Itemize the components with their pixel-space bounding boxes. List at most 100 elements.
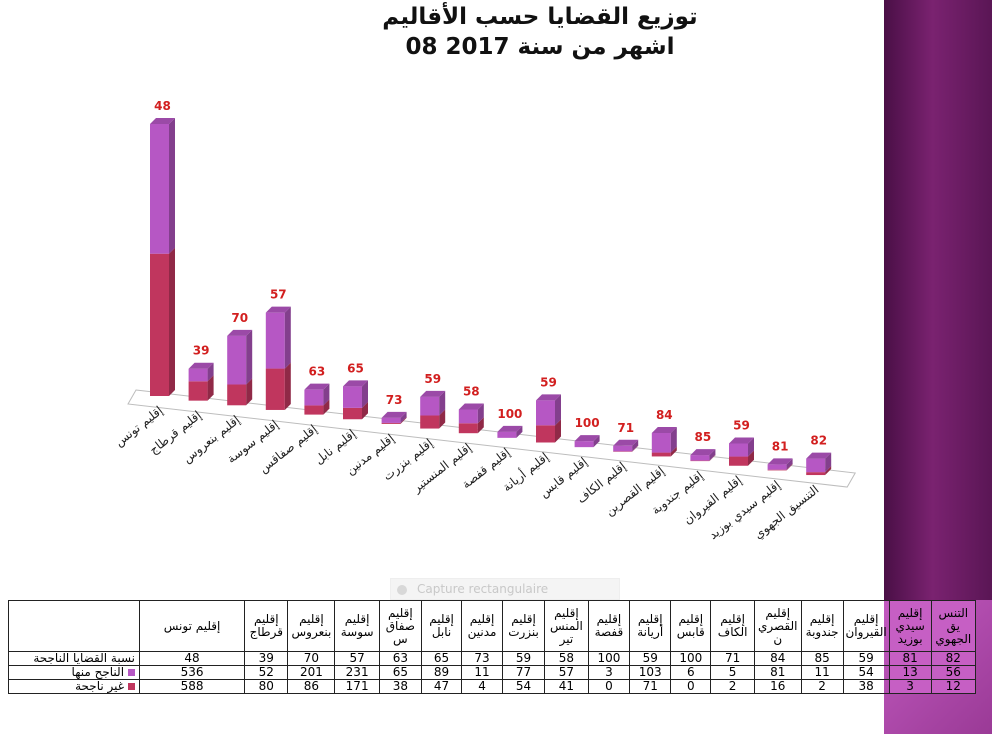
chart-title: توزيع القضايا حسب الأقاليم xyxy=(382,4,698,30)
bar-success-side-5 xyxy=(362,380,368,408)
table-cell-2-5: 47 xyxy=(420,679,463,694)
bar-fail-side-7 xyxy=(439,409,446,429)
bar-success-side-3 xyxy=(284,306,291,369)
bar-success-side-12 xyxy=(632,439,639,452)
table-cell-2-15: 38 xyxy=(842,679,890,694)
bar-top-4 xyxy=(304,383,330,390)
bar-success-11 xyxy=(574,441,594,448)
bar-fail-side-1 xyxy=(207,375,214,401)
bar-success-16 xyxy=(767,464,787,470)
table-cell-2-16: 3 xyxy=(888,679,932,694)
table-cell-2-17: 12 xyxy=(930,679,977,694)
table-cell-1-3: 231 xyxy=(334,665,380,680)
bar-success-4 xyxy=(304,389,324,406)
table-cell-2-11: 0 xyxy=(670,679,712,694)
bar-top-0 xyxy=(150,117,175,124)
bar-fail-5 xyxy=(343,407,362,420)
table-cell-2-4: 38 xyxy=(378,679,422,694)
table-cell-2-1: 80 xyxy=(244,679,289,694)
bar-fail-13 xyxy=(651,452,671,457)
bar-top-1 xyxy=(188,362,214,369)
bar-fail-side-6 xyxy=(400,416,407,424)
bar-success-side-9 xyxy=(516,425,523,438)
table-header-4: إقليم صفاق س xyxy=(378,600,422,652)
table-cell-1-10: 103 xyxy=(629,665,672,680)
table-cell-0-8: 58 xyxy=(544,651,589,666)
table-header-9: إقليم قفصة xyxy=(587,600,631,652)
table-row: الناجح منها 536 52 201 231 65 89 11 77 57 3 103 6 5 81… xyxy=(7,665,977,680)
table-cell-0-16: 81 xyxy=(888,651,932,666)
bar-fail-17 xyxy=(806,472,826,476)
table-cell-1-13: 81 xyxy=(753,665,802,680)
bar-success-8 xyxy=(458,409,478,424)
bar-success-side-2 xyxy=(246,329,253,385)
table-cell-2-0: 588 xyxy=(139,679,246,694)
bar-success-side-1 xyxy=(207,362,214,382)
table-cell-0-15: 59 xyxy=(842,651,890,666)
bar-fail-15 xyxy=(729,456,748,466)
data-label-3: 57 xyxy=(270,288,287,302)
table-cell-0-6: 73 xyxy=(461,651,503,666)
bar-fail-0 xyxy=(150,253,169,396)
bar-top-17 xyxy=(806,452,832,459)
data-label-7: 59 xyxy=(424,372,441,386)
table-cell-2-12: 2 xyxy=(710,679,755,694)
table-header-8: إقليم المنس تير xyxy=(544,600,589,652)
table-cell-0-0: 48 xyxy=(139,651,246,666)
table-row-label-0: نسبة القضايا الناجحة xyxy=(7,651,141,666)
table-header-5: إقليم نابل xyxy=(420,600,463,652)
bar-top-10 xyxy=(536,394,561,401)
table-cell-0-2: 70 xyxy=(287,651,336,666)
bar-success-side-4 xyxy=(323,383,330,406)
table-cell-1-11: 6 xyxy=(670,665,712,680)
table-row-label-1: الناجح منها xyxy=(7,665,141,680)
capture-overlay[interactable]: Capture rectangulaire xyxy=(390,578,620,600)
table-cell-1-15: 54 xyxy=(842,665,890,680)
bar-top-12 xyxy=(613,439,639,446)
table-corner xyxy=(7,600,141,652)
bar-fail-side-0 xyxy=(169,247,175,396)
bar-fail-7 xyxy=(420,415,440,429)
bar-top-7 xyxy=(420,390,446,397)
table-row: نسبة القضايا الناجحة 48 39 70 57 63 65 73 59 58 10… xyxy=(7,651,977,666)
legend-swatch xyxy=(128,669,136,676)
table-cell-0-17: 82 xyxy=(930,651,977,666)
bar-success-7 xyxy=(420,396,440,416)
bar-fail-side-3 xyxy=(284,362,291,410)
chart-subtitle: 08 اشهر من سنة 2017 xyxy=(405,34,675,60)
data-table: إقليم تونس إقليم قرطاج إقليم بنعروس إقليم س… xyxy=(7,600,977,694)
bar-top-5 xyxy=(343,380,368,387)
table-cell-1-16: 13 xyxy=(888,665,932,680)
bar-success-10 xyxy=(536,400,555,426)
bar-top-9 xyxy=(497,425,523,432)
table-header-2: إقليم بنعروس xyxy=(287,600,336,652)
bar-top-14 xyxy=(690,449,716,456)
table-cell-0-1: 39 xyxy=(244,651,289,666)
table-cell-0-4: 63 xyxy=(378,651,422,666)
data-label-12: 71 xyxy=(617,421,634,435)
bar-success-6 xyxy=(381,417,401,423)
table-cell-1-4: 65 xyxy=(378,665,422,680)
bar-fail-8 xyxy=(458,423,478,434)
table-cell-1-2: 201 xyxy=(287,665,336,680)
bar-fail-side-16 xyxy=(786,463,793,471)
bar-top-13 xyxy=(651,426,677,433)
table-row-label-2: غير ناجحة xyxy=(7,679,141,694)
series-name: نسبة القضايا الناجحة xyxy=(33,651,136,665)
table-row: غير ناجحة 588 80 86 171 38 47 4 54 41 0 71 0 2 16 2 38 3 1… xyxy=(7,679,977,694)
series-name: الناجح منها xyxy=(71,665,125,679)
table-header-11: إقليم قابس xyxy=(670,600,712,652)
table-cell-0-11: 100 xyxy=(670,651,712,666)
bar-fail-side-14 xyxy=(709,454,716,462)
table-cell-1-0: 536 xyxy=(139,665,246,680)
table-cell-1-6: 11 xyxy=(461,665,503,680)
table-cell-0-14: 85 xyxy=(800,651,844,666)
table-header-17: التنس يق الجهوي xyxy=(930,600,977,652)
data-label-16: 81 xyxy=(772,439,789,453)
bar-success-2 xyxy=(227,335,247,385)
bar-fail-4 xyxy=(304,405,324,415)
table-cell-1-5: 89 xyxy=(420,665,463,680)
bar-top-11 xyxy=(574,435,600,442)
table-cell-0-13: 84 xyxy=(753,651,802,666)
